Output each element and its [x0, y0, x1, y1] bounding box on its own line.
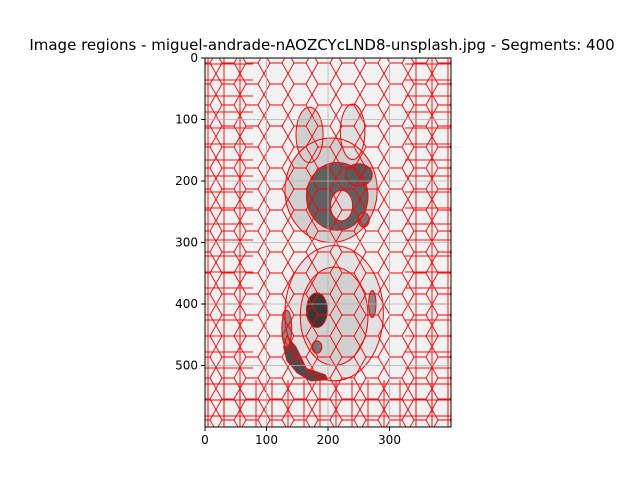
- region-outline-head-dark: [305, 162, 369, 231]
- x-tick-label: 200: [317, 433, 340, 447]
- x-tick-label: 0: [201, 433, 209, 447]
- region-outline-body: [284, 245, 384, 382]
- region-outline-body-small-spot: [311, 340, 323, 354]
- y-tick-label: 0: [190, 51, 198, 65]
- region-outline-ear-right: [339, 103, 366, 160]
- chart-title: Image regions - miguel-andrade-nAOZCYcLN…: [29, 36, 614, 54]
- y-axis: 0 100 200 300 400 500: [175, 51, 205, 373]
- x-tick-label: 300: [378, 433, 401, 447]
- y-tick-label: 500: [175, 359, 198, 373]
- y-tick-label: 100: [175, 113, 198, 127]
- region-outline-head-dark-2: [344, 163, 373, 187]
- x-tick-label: 100: [255, 433, 278, 447]
- y-tick-label: 200: [175, 174, 198, 188]
- y-tick-label: 300: [175, 236, 198, 250]
- region-outline-head-light: [329, 189, 354, 222]
- gridlines: [205, 58, 451, 427]
- region-outline-ear-left: [295, 106, 324, 164]
- region-outline-group: [281, 103, 384, 382]
- x-axis: 0 100 200 300: [201, 427, 401, 447]
- region-outline-body-dark-spot: [305, 292, 328, 328]
- y-tick-label: 400: [175, 297, 198, 311]
- plot-area: [205, 58, 451, 427]
- region-outline-tail: [283, 334, 329, 382]
- region-outline-small-dark-spot: [357, 211, 370, 228]
- region-outline-left-edge: [281, 309, 293, 348]
